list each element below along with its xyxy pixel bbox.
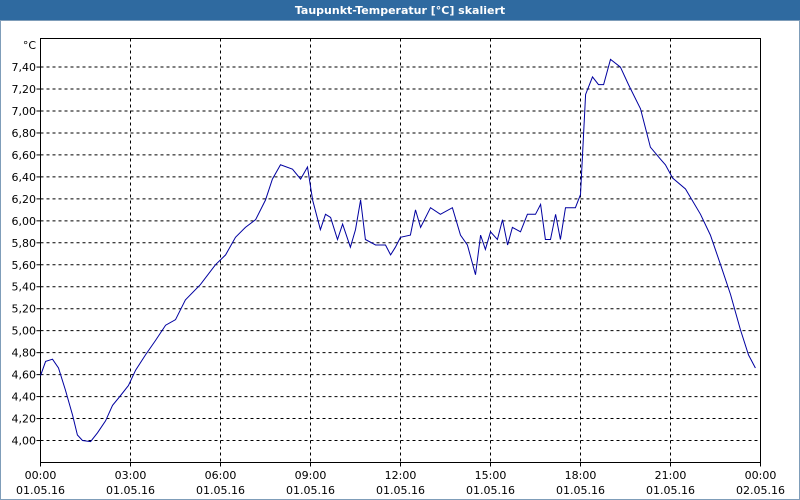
- y-unit: °C: [23, 39, 37, 52]
- x-tick-label: 03:00: [115, 469, 147, 482]
- x-tick-date: 01.05.16: [196, 484, 245, 497]
- y-tick-label: 5,80: [12, 237, 37, 250]
- y-tick-label: 5,60: [12, 259, 37, 272]
- data-line: [40, 58, 756, 443]
- y-tick-label: 6,20: [12, 193, 37, 206]
- x-tick-label: 06:00: [205, 469, 237, 482]
- x-tick-date: 01.05.16: [556, 484, 605, 497]
- y-tick-label: 6,00: [12, 215, 37, 228]
- x-tick-label: 00:00: [25, 469, 57, 482]
- y-tick-label: 6,40: [12, 171, 37, 184]
- y-tick-label: 4,40: [12, 391, 37, 404]
- y-tick-label: 5,20: [12, 303, 37, 316]
- y-tick-label: 5,40: [12, 281, 37, 294]
- x-tick-date: 01.05.16: [376, 484, 425, 497]
- x-tick-date: 02.05.16: [736, 484, 785, 497]
- window-border: [0, 20, 800, 500]
- y-tick-label: 4,80: [12, 347, 37, 360]
- x-tick-label: 21:00: [655, 469, 687, 482]
- x-tick-label: 18:00: [565, 469, 597, 482]
- y-tick-label: 7,20: [12, 83, 37, 96]
- x-tick-date: 01.05.16: [106, 484, 155, 497]
- title-bar: [0, 0, 800, 20]
- y-tick-label: 5,00: [12, 325, 37, 338]
- y-tick-label: 6,80: [12, 127, 37, 140]
- x-tick-label: 00:00: [745, 469, 777, 482]
- x-tick-date: 01.05.16: [16, 484, 65, 497]
- y-tick-label: 4,60: [12, 369, 37, 382]
- y-tick-label: 7,00: [12, 105, 37, 118]
- y-tick-label: 7,40: [12, 61, 37, 74]
- x-tick-date: 01.05.16: [466, 484, 515, 497]
- chart-title: Taupunkt-Temperatur [°C] skaliert: [295, 4, 505, 17]
- x-tick-date: 01.05.16: [646, 484, 695, 497]
- y-tick-label: 4,20: [12, 413, 37, 426]
- x-tick-label: 15:00: [475, 469, 507, 482]
- y-tick-label: 4,00: [12, 435, 37, 448]
- x-tick-label: 09:00: [295, 469, 327, 482]
- y-tick-label: 6,60: [12, 149, 37, 162]
- x-tick-date: 01.05.16: [286, 484, 335, 497]
- x-tick-label: 12:00: [385, 469, 417, 482]
